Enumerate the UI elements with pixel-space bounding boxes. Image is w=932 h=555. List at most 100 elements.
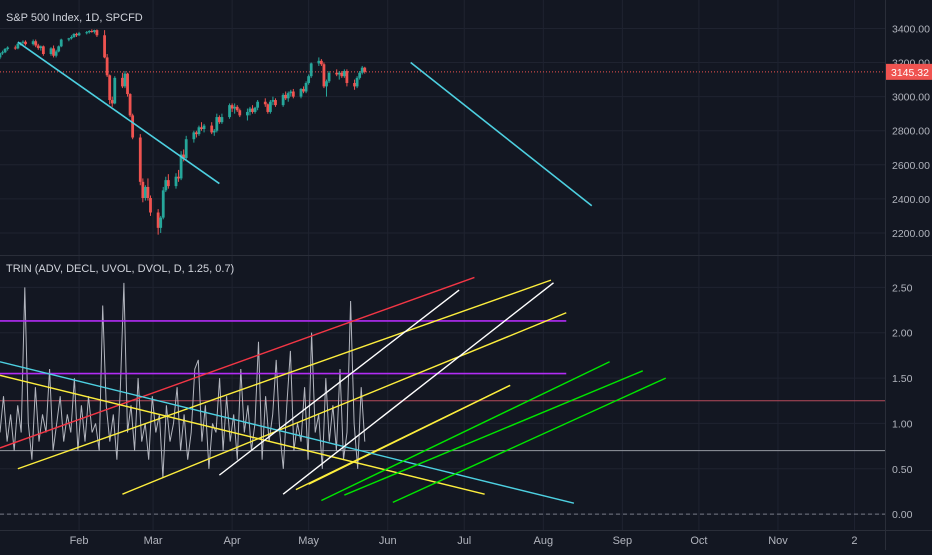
trin-trendline[interactable] — [282, 282, 554, 495]
candle-body — [105, 57, 109, 76]
candle-body — [113, 77, 117, 104]
trin-trendline[interactable] — [0, 374, 485, 495]
time-axis-tick-label: Mar — [144, 535, 163, 547]
candle-body — [177, 176, 180, 179]
candle-body — [1, 52, 4, 54]
candle-body — [353, 82, 356, 87]
price-axis-tick-label: 2200.00 — [892, 228, 930, 240]
candle-body — [266, 104, 270, 112]
candle-body — [233, 106, 237, 109]
candle-body — [299, 88, 303, 97]
candle-body — [108, 75, 112, 101]
candle-body — [138, 137, 142, 182]
candle-body — [335, 72, 339, 75]
candle-body — [271, 100, 275, 102]
candle-body — [36, 45, 40, 49]
price-axis-tick-label: 3400.00 — [892, 23, 930, 35]
time-axis-tick-label: Nov — [768, 535, 788, 547]
candle-body — [337, 72, 341, 75]
candle-body — [21, 41, 25, 43]
price-trendline[interactable] — [17, 41, 220, 185]
time-axis-tick-label: Oct — [690, 535, 707, 547]
trin-trendline[interactable] — [0, 361, 575, 504]
candle-body — [110, 100, 114, 104]
price-axis-tick-label: 3000.00 — [892, 92, 930, 104]
axes[interactable]: 2200.002400.002600.002800.003000.003200.… — [70, 23, 932, 547]
candle-body — [59, 39, 63, 47]
candle-body — [212, 130, 216, 133]
candle-body — [123, 73, 127, 87]
time-axis-tick-label: May — [298, 535, 319, 547]
candle-body — [345, 71, 349, 83]
trin-line — [0, 282, 366, 478]
candle-body — [235, 106, 239, 111]
candle-body — [210, 125, 214, 133]
price-axis-tick-label: 2400.00 — [892, 194, 930, 206]
time-axis-tick-label: Apr — [224, 535, 241, 547]
trin-trendline[interactable] — [17, 279, 552, 470]
candle-body — [284, 94, 288, 99]
last-price-badge — [886, 63, 932, 80]
main-chart-title: S&P 500 Index, 1D, SPCFD — [6, 12, 143, 24]
candle-body — [197, 127, 201, 135]
trin-trendline[interactable] — [0, 276, 475, 449]
candle-body — [156, 212, 160, 228]
trendlines[interactable] — [0, 41, 667, 504]
candle-body — [95, 30, 99, 36]
candle-body — [164, 180, 168, 191]
candle-body — [16, 43, 20, 49]
candle-body — [159, 217, 163, 228]
trin-axis-tick-label: 2.50 — [892, 282, 913, 294]
candle-body — [0, 53, 2, 58]
candle-body — [67, 38, 71, 40]
candle-body — [103, 35, 106, 58]
candle-body — [286, 93, 290, 99]
candle-body — [70, 36, 73, 39]
candle-body — [309, 63, 313, 77]
candle-body — [302, 88, 305, 92]
trin-trendline[interactable] — [321, 361, 610, 502]
candle-body — [248, 108, 252, 112]
candle-body — [263, 101, 267, 105]
candle-body — [319, 60, 323, 65]
candle-body — [179, 154, 183, 179]
candle-body — [121, 77, 124, 87]
trin-trendline[interactable] — [218, 289, 460, 476]
trin-trendline[interactable] — [344, 370, 644, 496]
trin-indicator-title: TRIN (ADV, DECL, UVOL, DVOL, D, 1.25, 0.… — [6, 263, 234, 275]
price-axis-tick-label: 2600.00 — [892, 160, 930, 172]
trin-trendline[interactable] — [122, 312, 567, 495]
candle-body — [31, 41, 35, 45]
candle-body — [146, 186, 150, 199]
price-axis-tick-label: 2800.00 — [892, 126, 930, 138]
trin-axis-tick-label: 2.00 — [892, 328, 913, 340]
candle-body — [268, 101, 272, 112]
last-price-label: 3145.32 — [891, 67, 929, 79]
time-axis-tick-label: Sep — [613, 535, 633, 547]
candle-body — [363, 67, 367, 72]
time-axis-tick-label: Feb — [70, 535, 89, 547]
candle-body — [217, 117, 221, 123]
time-axis-tick-label: Jul — [457, 535, 471, 547]
candle-body — [202, 125, 206, 129]
time-axis-tick-label: Jun — [379, 535, 397, 547]
trin-trendline[interactable] — [308, 384, 511, 485]
candle-body — [355, 77, 359, 87]
candle-body — [141, 181, 145, 199]
time-axis-tick-label: Aug — [534, 535, 554, 547]
candle-body — [215, 117, 219, 131]
candle-body — [291, 91, 295, 97]
candle-body — [322, 64, 326, 87]
candle-body — [3, 48, 7, 53]
trin-trendline[interactable] — [392, 377, 667, 503]
candle-body — [251, 108, 254, 112]
candle-body — [52, 48, 55, 56]
candle-body — [281, 94, 285, 106]
candle-body — [327, 72, 331, 82]
price-trendline[interactable] — [410, 61, 593, 207]
candle-body — [77, 33, 81, 36]
time-axis-tick-label: 2 — [851, 535, 857, 547]
